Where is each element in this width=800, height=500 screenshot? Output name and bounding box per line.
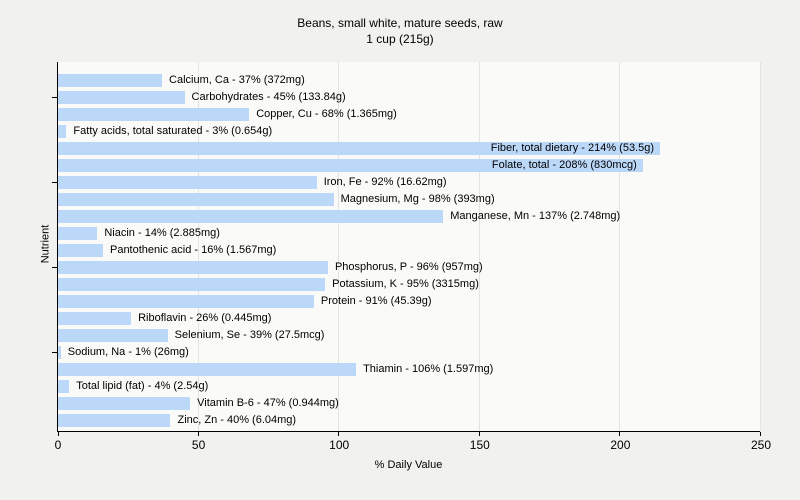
bar-pantothenic-acid: [58, 243, 103, 257]
y-axis-label: Nutrient: [39, 224, 52, 264]
bar-label: Magnesium, Mg - 98% (393mg): [340, 192, 495, 205]
gridline-x-150: [478, 62, 480, 431]
bar-label: Vitamin B-6 - 47% (0.944mg): [197, 396, 339, 409]
bar-label: Total lipid (fat) - 4% (2.54g): [76, 379, 209, 392]
plot-canvas: Calcium, Ca - 37% (372mg) Carbohydrates -…: [52, 62, 771, 452]
bar-label: Fatty acids, total saturated - 3% (0.654…: [73, 124, 273, 137]
y-axis-tick: [52, 267, 58, 268]
x-axis-tick-label-0: 0: [54, 438, 62, 452]
x-axis-tick-50: [197, 432, 199, 436]
bar-folate-total: [58, 158, 643, 172]
x-axis-label: % Daily Value: [374, 459, 443, 471]
chart-title-line1: Beans, small white, mature seeds, raw: [297, 16, 503, 30]
bar-iron-fe: [58, 175, 317, 189]
x-axis-tick-label-200: 200: [610, 438, 631, 452]
bar-label: Iron, Fe - 92% (16.62mg): [323, 175, 447, 188]
bar-label: Protein - 91% (45.39g): [320, 294, 432, 307]
bar-riboflavin: [58, 311, 132, 325]
bar-label: Niacin - 14% (2.885mg): [104, 226, 220, 239]
bar-copper-cu: [58, 107, 250, 121]
bar-sodium-na: [58, 345, 61, 359]
plot-area: Calcium, Ca - 37% (372mg) Carbohydrates -…: [52, 62, 771, 452]
bar-vitamin-b-6: [58, 396, 191, 410]
x-axis-tick-0: [58, 432, 59, 436]
x-axis-tick-200: [619, 432, 621, 436]
y-axis-tick: [52, 352, 58, 353]
x-axis-tick-label-250: 250: [750, 438, 772, 452]
y-axis-tick: [52, 97, 58, 98]
gridline-x-250: [760, 62, 761, 431]
gridline-x-200: [619, 62, 621, 431]
bar-label: Carbohydrates - 45% (133.84g): [191, 90, 346, 103]
bar-label: Thiamin - 106% (1.597mg): [363, 362, 494, 375]
bar-magnesium-mg: [58, 192, 334, 206]
bar-label: Selenium, Se - 39% (27.5mcg): [174, 328, 325, 341]
bar-niacin: [58, 226, 98, 240]
bar-potassium-k: [58, 277, 326, 291]
bar-carbohydrates: [58, 90, 185, 104]
bar-label: Pantothenic acid - 16% (1.567mg): [109, 243, 277, 256]
bar-fatty-acids-total-saturated: [58, 124, 67, 138]
bar-zinc-zn: [58, 413, 171, 427]
bar-fiber-total-dietary: [58, 141, 660, 155]
x-axis-tick-250: [760, 432, 761, 436]
bar-phosphorus-p: [58, 260, 328, 274]
x-axis-tick-label-150: 150: [469, 438, 490, 452]
bar-selenium-se: [58, 328, 168, 342]
bar-label: Folate, total - 208% (830mcg): [491, 158, 637, 171]
bar-label: Calcium, Ca - 37% (372mg): [169, 73, 305, 86]
chart-title-line2: 1 cup (215g): [366, 32, 434, 46]
bar-label: Potassium, K - 95% (3315mg): [332, 277, 479, 290]
x-axis-tick-label-100: 100: [329, 438, 350, 452]
bar-label: Phosphorus, P - 96% (957mg): [334, 260, 483, 273]
chart-title: Beans, small white, mature seeds, raw 1 …: [0, 15, 800, 47]
gridline-x-100: [338, 62, 340, 431]
x-axis-tick-100: [338, 432, 340, 436]
bar-label: Riboflavin - 26% (0.445mg): [138, 311, 272, 324]
bar-label: Sodium, Na - 1% (26mg): [67, 345, 189, 358]
bar-label: Manganese, Mn - 137% (2.748mg): [450, 209, 621, 222]
gridline-x-50: [197, 62, 199, 431]
bar-protein: [58, 294, 314, 308]
bar-calcium-ca: [58, 73, 163, 87]
bar-total-lipid-fat: [58, 379, 70, 393]
bar-label: Copper, Cu - 68% (1.365mg): [256, 107, 397, 120]
x-axis-tick-label-50: 50: [191, 438, 206, 452]
bar-thiamin: [58, 362, 357, 376]
y-axis-tick: [52, 182, 58, 183]
bar-label: Zinc, Zn - 40% (6.04mg): [177, 413, 297, 426]
bar-manganese-mn: [58, 209, 444, 223]
bar-label: Fiber, total dietary - 214% (53.5g): [490, 141, 655, 154]
x-axis-tick-150: [478, 432, 480, 436]
